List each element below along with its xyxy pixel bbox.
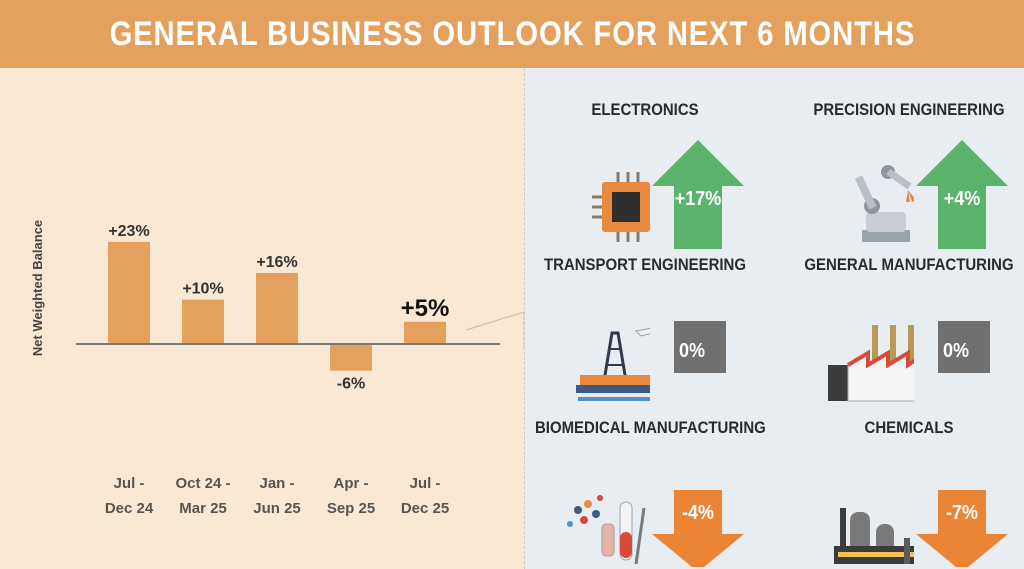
x-tick-label: Jul - [410, 475, 441, 492]
x-tick-label: Apr - [334, 475, 369, 492]
industry-value: -7% [945, 502, 979, 524]
industry-card-electronics: ELECTRONICS +17% [520, 100, 770, 260]
bar-3 [256, 272, 298, 344]
industry-card-precision-engineering: PRECISION ENGINEERING +4% [784, 100, 1024, 260]
data-label-1: +23% [108, 223, 149, 240]
industry-card-chemicals: CHEMICALS -7% [784, 418, 1024, 569]
chemical-plant-icon [834, 508, 914, 564]
industry-card-general-manufacturing: GENERAL MANUFACTURING 0% [784, 255, 1024, 415]
lab-equipment-icon [567, 495, 646, 565]
industry-card-transport-engineering: TRANSPORT ENGINEERING 0% [520, 255, 770, 415]
industries-panel [524, 68, 1024, 569]
industry-name: ELECTRONICS [591, 100, 699, 119]
x-tick-label: Sep 25 [327, 500, 375, 517]
y-axis-label: Net Weighted Balance [30, 220, 45, 356]
data-label-3: +16% [256, 254, 297, 271]
down-arrow-icon [652, 490, 744, 567]
data-label-4: -6% [337, 376, 365, 393]
down-arrow-icon [916, 490, 1008, 567]
industry-name: GENERAL MANUFACTURING [804, 255, 1014, 274]
header-banner: GENERAL BUSINESS OUTLOOK FOR NEXT 6 MONT… [0, 0, 1024, 68]
up-arrow-icon [652, 140, 744, 249]
robot-arm-icon [854, 165, 914, 242]
bar-2 [182, 299, 224, 344]
business-outlook-chart: Net Weighted Balance +23%+10%+16%-6%+5% … [30, 220, 524, 517]
industry-name: PRECISION ENGINEERING [813, 100, 1005, 119]
flat-indicator-box [938, 321, 990, 373]
x-tick-label: Jul - [114, 475, 145, 492]
panel-divider [524, 68, 525, 569]
x-tick-label: Oct 24 - [175, 475, 230, 492]
callout-pointer [465, 311, 524, 348]
x-tick-label: Mar 25 [179, 500, 227, 517]
industry-card-biomedical-manufacturing: BIOMEDICAL MANUFACTURING -4% [520, 418, 770, 569]
industry-value: +17% [674, 188, 722, 210]
x-tick-label: Dec 24 [105, 500, 154, 517]
industry-value: 0% [942, 340, 970, 362]
industry-name: CHEMICALS [864, 418, 954, 437]
x-tick-label: Jun 25 [253, 500, 301, 517]
chip-icon [592, 172, 650, 242]
industry-value: +4% [943, 188, 981, 210]
data-label-2: +10% [182, 281, 223, 298]
industry-value: -4% [681, 502, 715, 524]
data-label-5: +5% [401, 295, 450, 322]
page-title: GENERAL BUSINESS OUTLOOK FOR NEXT 6 MONT… [109, 14, 915, 53]
industry-name: BIOMEDICAL MANUFACTURING [535, 418, 766, 437]
x-tick-label: Dec 25 [401, 500, 449, 517]
oil-rig-airplane-icon [576, 327, 650, 401]
bar-5 [404, 321, 446, 344]
industry-value: 0% [678, 340, 706, 362]
bar-1 [108, 241, 150, 344]
x-tick-label: Jan - [259, 475, 294, 492]
industry-name: TRANSPORT ENGINEERING [544, 255, 746, 274]
factory-icon [828, 325, 914, 402]
up-arrow-icon [916, 140, 1008, 249]
flat-indicator-box [674, 321, 726, 373]
bar-4 [330, 344, 372, 371]
